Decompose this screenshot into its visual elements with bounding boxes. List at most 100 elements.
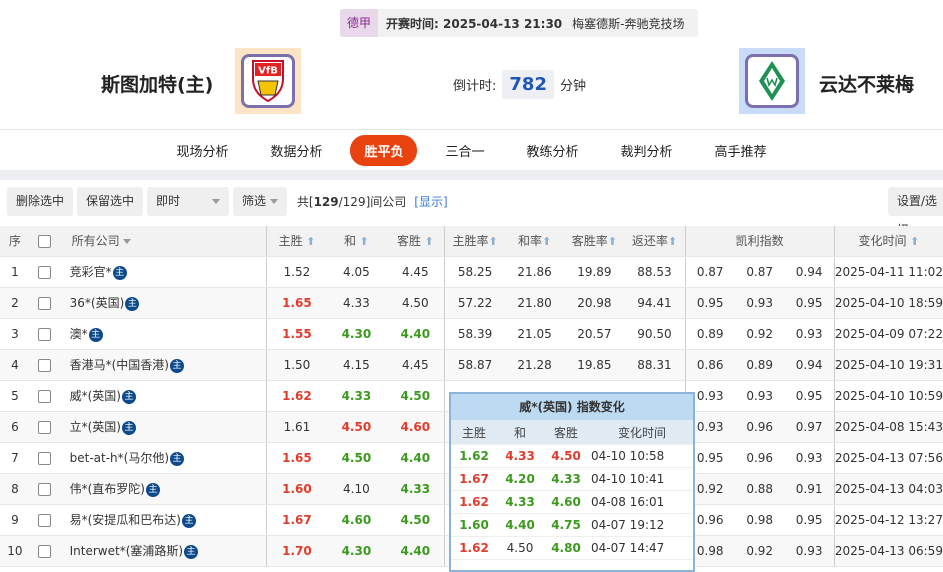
away-odds[interactable]: 4.45 (386, 349, 445, 381)
row-checkbox[interactable] (38, 389, 52, 403)
away-odds[interactable]: 4.50 (386, 287, 445, 319)
delete-selected-button[interactable]: 删除选中 (7, 187, 74, 216)
sort-time[interactable]: 变化时间 ⬆ (833, 226, 943, 257)
company-name[interactable]: 伟*(直布罗陀) 主 (59, 473, 267, 505)
select-all-checkbox[interactable] (38, 234, 52, 248)
table-row[interactable]: 2 36*(英国) 主 1.65 4.33 4.50 57.22 21.80 20… (0, 287, 943, 319)
main-badge-icon[interactable]: 主 (146, 482, 160, 497)
draw-odds[interactable]: 4.30 (326, 535, 387, 567)
sort-home-rate[interactable]: 主胜率⬆ (444, 226, 505, 257)
tab-2[interactable]: 胜平负 (350, 134, 418, 166)
sort-return[interactable]: 返还率⬆ (624, 226, 686, 257)
away-odds[interactable]: 4.40 (386, 318, 445, 350)
show-link[interactable]: [显示] (414, 195, 448, 209)
home-rate: 58.39 (444, 318, 505, 350)
home-team-name[interactable]: 斯图加特(主) (101, 74, 214, 96)
away-odds[interactable]: 4.33 (386, 473, 445, 505)
away-team-logo[interactable] (739, 48, 805, 114)
company-name[interactable]: 香港马*(中国香港) 主 (59, 349, 267, 381)
sort-draw[interactable]: 和 ⬆ (326, 226, 387, 257)
draw-odds[interactable]: 4.05 (326, 256, 387, 288)
main-badge-icon[interactable]: 主 (122, 389, 136, 404)
table-row[interactable]: 3 澳* 主 1.55 4.30 4.40 58.39 21.05 20.57 9… (0, 318, 943, 350)
draw-odds[interactable]: 4.33 (326, 287, 387, 319)
draw-odds[interactable]: 4.33 (326, 380, 387, 412)
company-name[interactable]: bet-at-h*(马尔他) 主 (59, 442, 267, 474)
sort-away-rate[interactable]: 客胜率⬆ (564, 226, 625, 257)
row-checkbox[interactable] (38, 420, 52, 434)
away-rate: 19.85 (564, 349, 625, 381)
league-badge[interactable]: 德甲 (340, 9, 379, 37)
tab-5[interactable]: 裁判分析 (620, 144, 673, 160)
draw-odds[interactable]: 4.10 (326, 473, 387, 505)
main-badge-icon[interactable]: 主 (125, 296, 140, 311)
row-checkbox[interactable] (38, 544, 52, 558)
tab-6[interactable]: 高手推荐 (714, 144, 767, 160)
draw-odds[interactable]: 4.50 (326, 411, 387, 443)
chevron-down-icon (123, 239, 132, 245)
mode-select[interactable]: 即时 (147, 187, 230, 216)
home-odds[interactable]: 1.50 (266, 349, 327, 381)
row-checkbox[interactable] (38, 327, 52, 341)
company-name[interactable]: Interwet*(塞浦路斯) 主 (59, 535, 267, 567)
kelly-home: 0.95 (684, 287, 735, 319)
away-odds[interactable]: 4.40 (386, 535, 445, 567)
main-badge-icon[interactable]: 主 (170, 358, 184, 373)
row-checkbox[interactable] (38, 296, 52, 310)
home-rate: 57.22 (444, 287, 505, 319)
draw-odds[interactable]: 4.60 (326, 504, 387, 536)
sort-away[interactable]: 客胜 ⬆ (386, 226, 445, 257)
main-badge-icon[interactable]: 主 (184, 544, 199, 559)
home-odds[interactable]: 1.55 (266, 318, 327, 350)
sort-arrow-icon: ⬆ (667, 235, 678, 249)
row-checkbox[interactable] (38, 482, 52, 496)
tab-3[interactable]: 三合一 (445, 144, 485, 160)
home-team-logo[interactable]: VfB (235, 48, 301, 114)
sort-home[interactable]: 主胜 ⬆ (266, 226, 327, 257)
sort-draw-rate[interactable]: 和率⬆ (504, 226, 565, 257)
home-odds[interactable]: 1.65 (266, 287, 327, 319)
row-checkbox[interactable] (38, 265, 52, 279)
company-name[interactable]: 澳* 主 (59, 318, 267, 350)
tab-4[interactable]: 教练分析 (526, 144, 579, 160)
company-name[interactable]: 竞彩官* 主 (59, 256, 267, 288)
table-row[interactable]: 4 香港马*(中国香港) 主 1.50 4.15 4.45 58.87 21.28… (0, 349, 943, 381)
main-badge-icon[interactable]: 主 (182, 513, 196, 528)
away-odds[interactable]: 4.50 (386, 504, 445, 536)
kelly-home: 0.87 (684, 256, 735, 288)
main-badge-icon[interactable]: 主 (122, 420, 136, 435)
col-company[interactable]: 所有公司 (59, 226, 267, 257)
home-odds[interactable]: 1.67 (266, 504, 327, 536)
draw-odds[interactable]: 4.15 (326, 349, 387, 381)
main-badge-icon[interactable]: 主 (112, 265, 127, 280)
home-odds[interactable]: 1.52 (266, 256, 327, 288)
row-checkbox[interactable] (38, 358, 52, 372)
company-name[interactable]: 36*(英国) 主 (59, 287, 267, 319)
tab-1[interactable]: 数据分析 (270, 144, 323, 160)
away-odds[interactable]: 4.40 (386, 442, 445, 474)
draw-odds[interactable]: 4.30 (326, 318, 387, 350)
away-team-name[interactable]: 云达不莱梅 (819, 74, 915, 96)
row-checkbox[interactable] (38, 451, 52, 465)
home-odds[interactable]: 1.60 (266, 473, 327, 505)
away-odds[interactable]: 4.45 (386, 256, 445, 288)
home-odds[interactable]: 1.70 (266, 535, 327, 567)
company-name[interactable]: 立*(英国) 主 (59, 411, 267, 443)
main-badge-icon[interactable]: 主 (170, 451, 185, 466)
home-odds[interactable]: 1.62 (266, 380, 327, 412)
company-name[interactable]: 威*(英国) 主 (59, 380, 267, 412)
table-header: 序 所有公司 主胜 ⬆ 和 ⬆ 客胜 ⬆ 主胜率⬆ 和率⬆ 客胜率⬆ 返还率⬆ … (0, 226, 943, 257)
away-odds[interactable]: 4.50 (386, 380, 445, 412)
home-odds[interactable]: 1.65 (266, 442, 327, 474)
settings-button[interactable]: 设置/选择 (888, 187, 943, 237)
row-checkbox[interactable] (38, 513, 52, 527)
draw-odds[interactable]: 4.50 (326, 442, 387, 474)
home-odds[interactable]: 1.61 (266, 411, 327, 443)
tab-0[interactable]: 现场分析 (176, 144, 229, 160)
main-badge-icon[interactable]: 主 (88, 327, 103, 342)
table-row[interactable]: 1 竞彩官* 主 1.52 4.05 4.45 58.25 21.86 19.89… (0, 256, 943, 288)
keep-selected-button[interactable]: 保留选中 (77, 187, 144, 216)
company-name[interactable]: 易*(安提瓜和巴布达) 主 (59, 504, 267, 536)
away-odds[interactable]: 4.60 (386, 411, 445, 443)
filter-button[interactable]: 筛选 (233, 187, 287, 216)
